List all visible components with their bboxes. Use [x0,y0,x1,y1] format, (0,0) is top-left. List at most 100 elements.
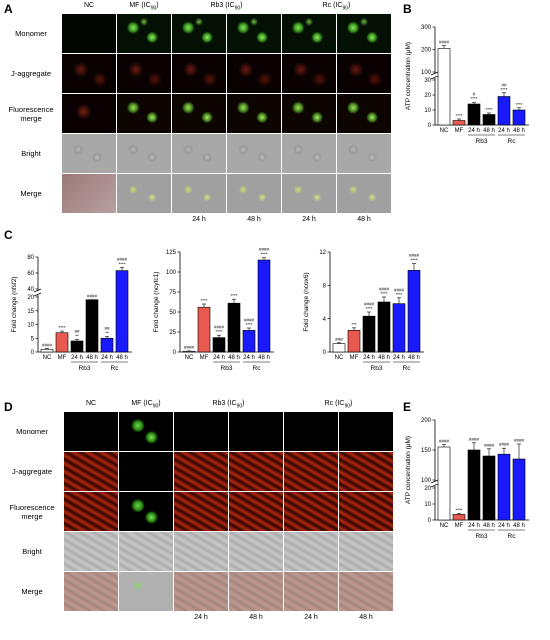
significance-mark: #### [214,325,225,330]
y-tick-label: 10 [27,323,34,329]
micrograph-tile [339,532,393,571]
y-tick-label: 60 [27,271,34,277]
micrograph-tile [172,94,226,133]
significance-mark: #### [439,439,450,444]
group-label: Rb3 [221,365,233,372]
row-label: Merge [21,587,43,596]
x-tick-label: 24 h [468,523,480,529]
y-tick-label: 0 [428,123,432,129]
significance-mark: #### [409,253,420,258]
y-tick-label: 50 [169,310,176,316]
significance-mark: *** [351,322,357,327]
x-tick-label: MF [455,128,464,134]
micrograph-tile [174,532,228,571]
column-label: Rc (IC90) [322,2,351,12]
y-tick-label: 10 [424,108,431,114]
bar [197,306,211,353]
panel-label-a: A [4,2,13,16]
group-label: Rc [508,138,517,145]
x-tick-label: 48 h [228,355,240,361]
significance-mark: #### [484,443,495,448]
significance-mark: #### [514,438,525,443]
y-tick-label: 200 [421,418,432,424]
micrograph-tile [174,572,228,611]
significance-mark: **** [88,298,95,303]
micrograph-tile [227,14,281,53]
bar [70,340,84,353]
y-tick-label: 20 [424,486,431,492]
significance-mark: #### [42,342,53,347]
micrograph-tile [64,492,118,531]
micrograph-tile [229,532,283,571]
micrograph-tile [117,174,171,213]
y-tick-label: 4 [323,317,327,323]
y-tick-label: 100 [421,70,432,76]
micrograph-tile [62,134,116,173]
micrograph-tile [117,14,171,53]
micrograph-tile [172,174,226,213]
significance-mark: **** [365,306,372,311]
micrograph-tile [282,174,336,213]
panel-label-d: D [4,400,13,414]
bar [227,302,241,353]
micrograph-tile [119,532,173,571]
micrograph-tile [227,134,281,173]
micrograph-tile [339,412,393,451]
y-tick-label: 20 [27,295,34,301]
micrograph-tile [229,452,283,491]
bar [55,332,69,353]
time-label: 48 h [359,614,373,621]
row-label: Merge [20,189,42,198]
micrograph-tile [119,492,173,531]
micrograph-tile [339,492,393,531]
x-tick-label: 48 h [513,523,525,529]
bar [377,301,391,353]
x-tick-label: NC [440,128,449,134]
bar [392,303,406,353]
x-tick-label: 48 h [483,128,495,134]
time-label: 48 h [249,614,263,621]
column-label: Rb3 (IC90) [210,2,243,12]
significance-mark: ## [501,82,507,87]
y-tick-label: 5 [31,336,35,342]
bar [512,458,526,521]
significance-mark: #### [469,437,480,442]
row-label: J-aggregate [11,467,53,476]
y-axis-label: ATP concentration (μM) [405,436,412,504]
micrograph-tile [227,54,281,93]
column-label: MF (IC90) [131,400,161,410]
bar [512,109,526,126]
bar [100,337,114,353]
bar [437,48,451,126]
significance-mark: ## [104,326,110,331]
micrograph-tile [284,452,338,491]
y-tick-label: 100 [166,270,177,276]
x-tick-label: NC [43,355,52,361]
y-axis-label: ATP concentration (μM) [405,42,412,110]
y-tick-label: 100 [421,478,432,484]
bar [497,96,511,126]
axis-break [431,74,439,78]
significance-mark: **** [118,261,125,266]
x-tick-label: 24 h [363,355,375,361]
y-tick-label: 0 [323,350,327,356]
y-axis-label: Fold change (nfsf2) [11,276,18,332]
x-tick-label: NC [440,523,449,529]
y-tick-label: 200 [421,48,432,54]
row-label: Fluorescence merge [9,503,55,521]
group-label: Rb3 [371,365,383,372]
bar [182,350,196,353]
panel-label-e: E [403,400,412,414]
micrograph-tile [174,452,228,491]
bar [482,114,496,126]
micrograph-grid-a: NC MF (IC90) Rb3 (IC90) Rc (IC90) Monomer J-a… [4,2,404,242]
significance-mark: **** [410,258,417,263]
bar [40,348,54,353]
x-tick-label: 24 h [468,128,480,134]
x-tick-label: 24 h [71,355,83,361]
micrograph-tile [62,174,116,213]
x-tick-label: MF [455,523,464,529]
panel-label-b: B [403,2,412,16]
bar [362,315,376,353]
y-tick-label: 125 [166,250,177,256]
